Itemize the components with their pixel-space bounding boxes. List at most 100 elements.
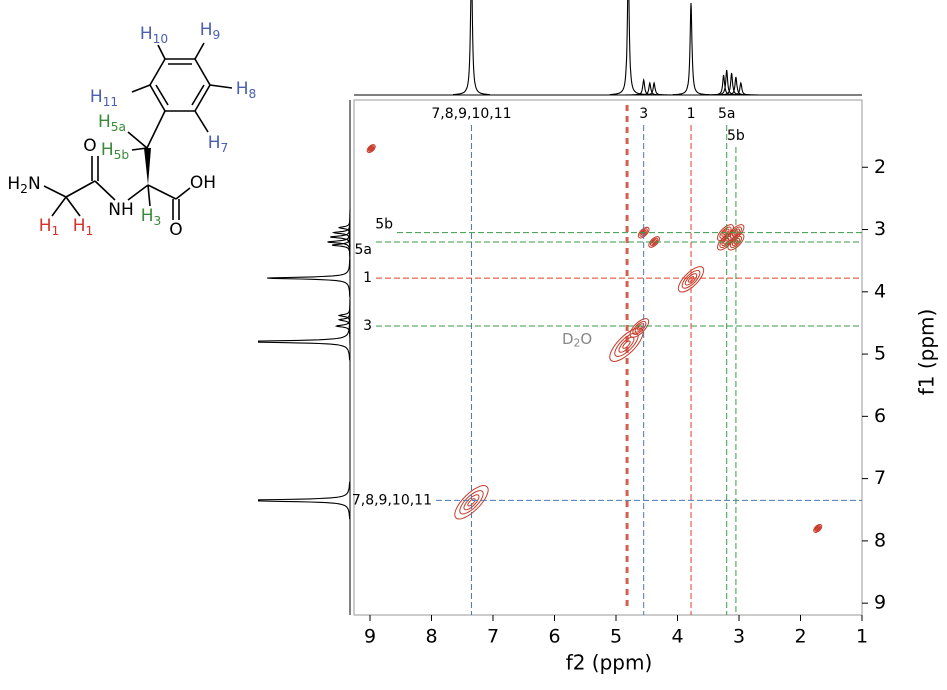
atom-label-main: H [39,216,52,236]
contour-peak [813,523,823,533]
left-assignment-label: 5a [355,242,373,258]
left-projection-peak [258,322,351,361]
atom-label-sub: 5a [111,120,126,134]
top-projection-peak [453,0,490,96]
y-axis-label: f1 (ppm) [915,309,939,396]
x-axis-label: f2 (ppm) [566,651,653,675]
contour-level [681,269,701,289]
top-projection-peak [713,72,751,96]
atom-label: H7 [208,133,229,155]
contour-level [684,273,698,286]
atom-label-main: H [140,24,153,44]
atom-label: H9 [200,20,221,42]
top-projection-peak [609,0,647,96]
atom-label: H11 [90,87,118,109]
left-projection-peak [337,296,351,335]
contour-peak [677,266,705,293]
contour-level [687,276,695,283]
x-tick-label: 7 [487,626,499,648]
solvent-label-main: D [562,329,574,347]
atom-label-sub: 1 [86,224,94,238]
contour-peak [727,233,745,251]
atom-label-after: N [28,174,41,194]
atom-label-main: O [169,220,182,240]
y-tick-label: 4 [874,280,886,302]
atom-label-main: H [98,112,111,132]
top-assignment-label: 5b [727,128,745,144]
contour-level [640,229,647,236]
contour-level [366,144,376,154]
atom-label-sub: 7 [221,141,229,155]
atom-label: NH [108,200,134,220]
atom-label-sub: 2 [20,182,28,196]
contour-level [632,320,647,335]
atom-label-sub: 1 [52,224,60,238]
atom-label-main: NH [108,200,134,220]
atom-label-main: H [90,87,103,107]
atom-label-main: H [73,216,86,236]
contour-level [731,237,741,247]
atom-label-sub: 10 [153,32,169,46]
atom-label: H3 [141,206,162,228]
atom-label: H10 [140,24,168,46]
molecule-structure [43,42,233,220]
atom-label: OH [190,173,216,193]
contour-level [369,147,373,150]
atom-label: H1 [39,216,60,238]
plot-area [366,105,823,610]
left-assignment-label: 3 [363,318,372,334]
contour-level [649,237,659,247]
x-tick-label: 2 [794,626,806,648]
top-assignment-label: 3 [639,106,648,122]
solvent-label: D2O [562,329,592,349]
atom-label-main: H [7,174,20,194]
atom-label-main: H [200,20,213,40]
atom-label-main: H [101,140,114,160]
contour-level [639,228,648,237]
solvent-label-sub: 2 [574,336,581,349]
atom-label-sub: 9 [213,28,221,42]
contour-level [731,228,741,237]
atom-label-sub: 5b [114,148,130,162]
atom-label: O [169,220,182,240]
x-tick-label: 9 [364,626,376,648]
contour-peak [366,144,376,154]
atom-label-main: O [83,136,96,156]
contour-level [454,485,489,520]
atom-label: O [83,136,96,156]
atom-label: H5a [98,112,126,134]
contour-level [367,145,375,152]
contour-peak [637,226,650,239]
left-assignment-label: 7,8,9,10,11 [352,492,432,508]
contour-level [368,146,374,151]
top-assignment-label: 1 [687,106,696,122]
y-tick-label: 8 [874,529,886,551]
x-tick-label: 6 [548,626,560,648]
contour-level [723,239,728,245]
contour-level [733,230,739,235]
x-tick-label: 1 [856,626,868,648]
contour-level [637,226,650,239]
left-assignment-label: 5b [375,217,393,233]
top-assignment-label: 7,8,9,10,11 [431,106,511,122]
contour-level [816,527,820,530]
atom-label: H5b [101,140,130,162]
x-tick-label: 8 [425,626,437,648]
atom-label: H2N [7,174,40,196]
y-tick-label: 6 [874,405,886,427]
y-tick-label: 3 [874,218,886,240]
contour-level [677,266,705,293]
y-tick-label: 2 [874,156,886,178]
plot-frame [353,99,863,616]
left-projection-peak [258,481,351,520]
contour-level [652,240,656,244]
contour-peak [648,236,660,248]
solvent-label-after: O [580,329,592,347]
contour-level [622,340,631,349]
y-tick-label: 5 [874,343,886,365]
atom-label-main: H [208,133,221,153]
top-assignment-label: 5a [718,106,736,122]
atom-label-sub: 11 [103,95,119,109]
